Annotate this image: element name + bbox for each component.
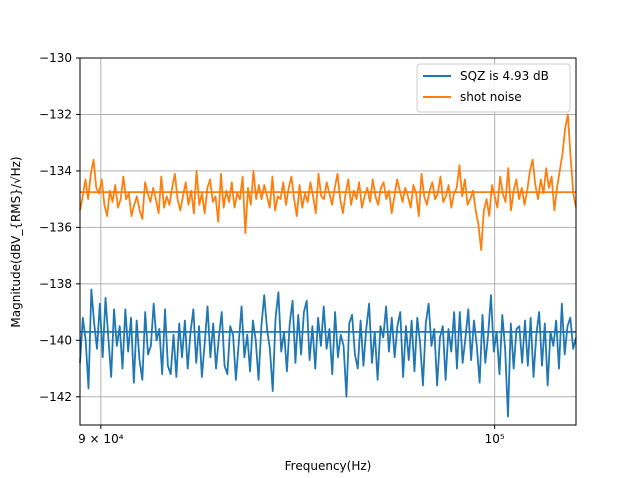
series-line-sqz <box>79 288 577 418</box>
y-tick-label: −134 <box>39 164 72 178</box>
x-tick-label: 9 × 10⁴ <box>78 432 124 446</box>
y-tick-label: −142 <box>39 390 72 404</box>
y-tick-label: −132 <box>39 107 72 121</box>
plot-frame <box>79 57 577 426</box>
series-lines <box>79 113 577 418</box>
legend-label-shot-noise: shot noise <box>460 90 522 104</box>
legend: SQZ is 4.93 dB shot noise <box>416 63 571 113</box>
y-tick-label: −138 <box>39 277 72 291</box>
legend-label-sqz: SQZ is 4.93 dB <box>460 69 549 83</box>
y-tick-label: −130 <box>39 51 72 65</box>
legend-box <box>416 63 571 113</box>
x-tick-label: 10⁵ <box>485 432 505 446</box>
x-axis-label: Frequency(Hz) <box>285 459 372 473</box>
y-tick-label: −140 <box>39 333 72 347</box>
axis-ticks: −130 −132 −134 −136 −138 −140 −142 9 × 10⁴ 10⁵ <box>39 51 505 446</box>
y-tick-label: −136 <box>39 220 72 234</box>
y-axis-label: Magnitude(dBV_{RMS}/√Hz) <box>9 156 23 327</box>
